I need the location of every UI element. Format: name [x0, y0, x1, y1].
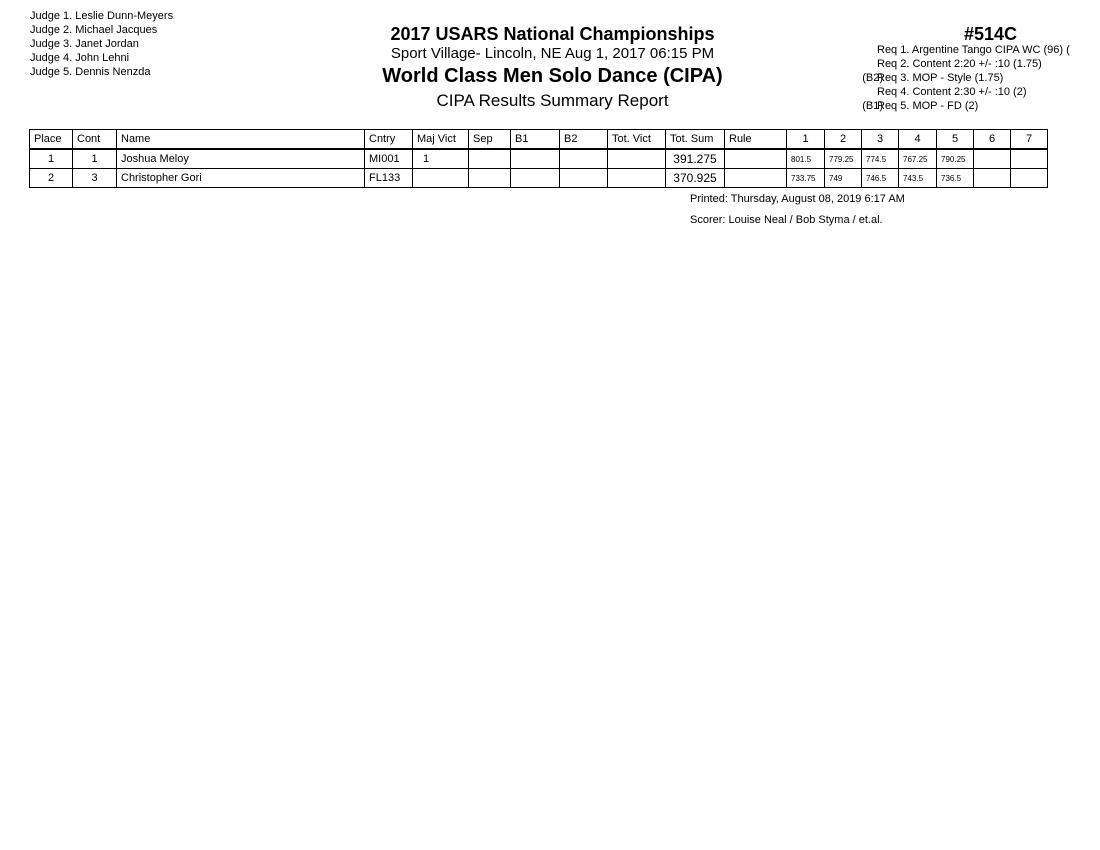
cell-sep [468, 148, 511, 169]
requirement: Req 2. Content 2:20 +/- :10 (1.75) [877, 58, 1042, 70]
cell-judge-score: 779.25 [824, 148, 862, 169]
header-row: Place Cont Name Cntry Maj Vict Sep B1 B2 Tot. Vi… [29, 129, 1048, 150]
table-row: 2 3 Christopher Gori FL133 370.925 733.75 749 7… [29, 168, 1048, 188]
scorer: Scorer: Louise Neal / Bob Styma / et.al. [690, 214, 883, 226]
cell-name: Christopher Gori [116, 168, 365, 188]
column-header: Maj Vict [412, 129, 469, 150]
cell-tot-vict [607, 168, 666, 188]
cell-cntry: MI001 [364, 148, 413, 169]
column-header: Cntry [364, 129, 413, 150]
cell-cont: 1 [72, 148, 117, 169]
judge: Judge 1. Leslie Dunn-Meyers [30, 10, 174, 22]
judge: Judge 2. Michael Jacques [30, 24, 158, 36]
cell-judge-score: 746.5 [861, 168, 899, 188]
cell-judge-score: 767.25 [898, 148, 937, 169]
column-header: 7 [1010, 129, 1048, 150]
venue-date: Sport Village- Lincoln, NE Aug 1, 2017 0… [390, 45, 715, 62]
column-header: Tot. Vict [607, 129, 666, 150]
requirement: Req 1. Argentine Tango CIPA WC (96) ( [877, 44, 1070, 56]
cell-judge-score [1010, 168, 1048, 188]
requirements-list: Req 1. Argentine Tango CIPA WC (96) ( Re… [760, 43, 1100, 113]
cell-judge-score [1010, 148, 1048, 169]
column-header: Cont [72, 129, 117, 150]
cell-b2 [559, 148, 608, 169]
judge: Judge 3. Janet Jordan [30, 38, 139, 50]
cell-b2 [559, 168, 608, 188]
report-title: CIPA Results Summary Report [436, 91, 669, 110]
cell-judge-score [973, 148, 1011, 169]
cell-place: 1 [29, 148, 73, 169]
column-header: 6 [973, 129, 1011, 150]
cell-rule [724, 148, 787, 169]
column-header: Tot. Sum [665, 129, 725, 150]
column-header: B2 [559, 129, 608, 150]
judge: Judge 5. Dennis Nenzda [30, 66, 151, 78]
requirement: Req 4. Content 2:30 +/- :10 (2) [877, 86, 1027, 98]
cell-tot-sum: 370.925 [665, 168, 725, 188]
event-number: #514C [964, 24, 1018, 44]
cell-judge-score: 774.5 [861, 148, 899, 169]
column-header: 2 [824, 129, 862, 150]
competition-title: 2017 USARS National Championships [390, 24, 715, 44]
table-row: 1 1 Joshua Meloy MI001 1 391.275 801.5 779.25 77… [29, 148, 1048, 169]
cell-judge-score [973, 168, 1011, 188]
cell-judge-score: 790.25 [936, 148, 974, 169]
cell-maj-vict [412, 168, 469, 188]
cell-sep [468, 168, 511, 188]
cell-tot-vict [607, 148, 666, 169]
column-header: 1 [786, 129, 825, 150]
column-header: B1 [510, 129, 560, 150]
column-header: 5 [936, 129, 974, 150]
cell-name: Joshua Meloy [116, 148, 365, 169]
column-header: 3 [861, 129, 899, 150]
column-header: Rule [724, 129, 787, 150]
cell-b1 [510, 148, 560, 169]
cell-cont: 3 [72, 168, 117, 188]
cell-maj-vict: 1 [412, 148, 469, 169]
judges-list: Judge 1. Leslie Dunn-Meyers Judge 2. Mic… [30, 9, 173, 79]
column-header: 4 [898, 129, 937, 150]
cell-judge-score: 743.5 [898, 168, 937, 188]
cell-rule [724, 168, 787, 188]
cell-place: 2 [29, 168, 73, 188]
column-header: Place [29, 129, 73, 150]
requirement: (B1) Req 5. MOP - FD (2) [862, 100, 979, 112]
cell-tot-sum: 391.275 [665, 148, 725, 169]
cell-cntry: FL133 [364, 168, 413, 188]
cell-b1 [510, 168, 560, 188]
requirement: (B2) Req 3. MOP - Style (1.75) [862, 72, 1004, 84]
event-title: World Class Men Solo Dance (CIPA) [382, 65, 723, 87]
printed-date: Printed: Thursday, August 08, 2019 6:17 … [690, 193, 905, 205]
column-header: Name [116, 129, 365, 150]
cell-judge-score: 801.5 [786, 148, 825, 169]
results-table: Place Cont Name Cntry Maj Vict Sep B1 B2 Tot. Vi… [29, 129, 1048, 188]
cell-judge-score: 749 [824, 168, 862, 188]
cell-judge-score: 736.5 [936, 168, 974, 188]
column-header: Sep [468, 129, 511, 150]
judge: Judge 4. John Lehni [30, 52, 130, 64]
cell-judge-score: 733.75 [786, 168, 825, 188]
